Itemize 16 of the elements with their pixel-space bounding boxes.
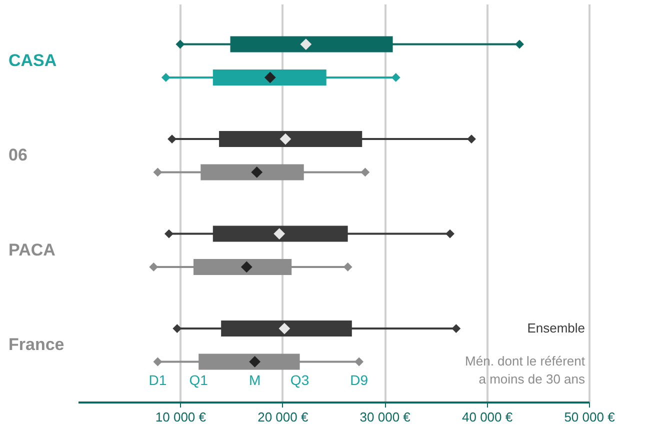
y-tick-label: 06 — [8, 146, 28, 165]
x-tick-label: 50 000 € — [564, 410, 616, 424]
y-tick-label: CASA — [8, 50, 57, 70]
x-tick-label: 40 000 € — [462, 410, 514, 424]
annotation: D9 — [350, 372, 368, 388]
y-tick-label: France — [8, 335, 64, 354]
y-tick-label: PACA — [8, 240, 56, 260]
annotation: D1 — [148, 372, 167, 388]
annotation: M — [248, 372, 261, 388]
annotation: Q3 — [290, 372, 310, 388]
text: Ensemble — [527, 320, 585, 336]
x-tick-label: 30 000 € — [360, 410, 412, 424]
x-tick-label: 10 000 € — [155, 410, 207, 424]
text: Mén. dont le référent a moins de 30 ans — [465, 354, 586, 387]
x-tick-label: 20 000 € — [258, 410, 309, 424]
annotation: Q1 — [189, 372, 208, 388]
